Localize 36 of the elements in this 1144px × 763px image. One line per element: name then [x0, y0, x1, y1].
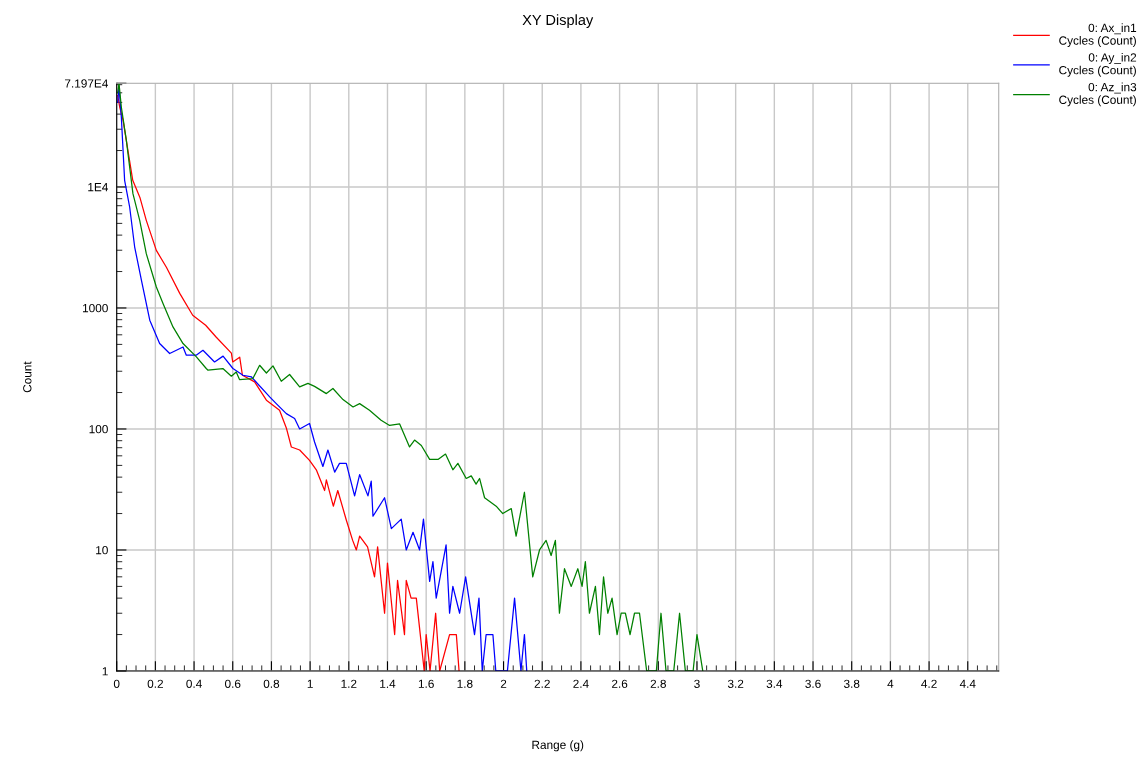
- x-tick-label: 1.2: [341, 679, 357, 688]
- y-tick-label: 7.197E4: [64, 79, 109, 88]
- x-tick-label: 4: [887, 679, 894, 688]
- x-tick-label: 4.4: [959, 679, 976, 688]
- y-tick-label: 1E4: [88, 183, 109, 192]
- x-tick-label: 2.8: [650, 679, 666, 688]
- x-tick-label: 1: [307, 679, 313, 688]
- x-tick-label: 0.6: [225, 679, 241, 688]
- text: 0: Az_in3 Cycles (Count): [1059, 82, 1137, 107]
- x-tick-label: 2.4: [573, 679, 589, 688]
- y-tick-label: 10: [96, 546, 108, 555]
- chart-title: XY Display: [522, 14, 594, 28]
- x-tick-label: 1.8: [457, 679, 473, 688]
- x-tick-label: 0.2: [147, 679, 163, 688]
- x-tick-label: 0: [113, 679, 120, 688]
- y-axis-title: Count: [23, 361, 32, 393]
- x-tick-label: 3.8: [843, 679, 860, 688]
- line-series: [117, 94, 460, 671]
- text: 0: Ay_in2 Cycles (Count): [1059, 52, 1137, 77]
- x-axis-title: Range (g): [532, 740, 584, 752]
- y-tick-label: 100: [89, 425, 108, 434]
- x-tick-label: 3: [694, 679, 700, 688]
- y-tick-label: 1000: [82, 304, 108, 313]
- x-tick-label: 3.2: [727, 679, 744, 688]
- x-tick-label: 4.2: [921, 679, 937, 688]
- x-tick-label: 2.6: [611, 679, 628, 688]
- x-tick-label: 1.4: [380, 679, 396, 688]
- text: 0: Ax_in1 Cycles (Count): [1059, 23, 1137, 48]
- x-tick-label: 0.4: [186, 679, 202, 688]
- y-tick-label: 1: [102, 667, 108, 676]
- x-tick-label: 0.8: [263, 679, 280, 688]
- x-tick-label: 2: [500, 679, 507, 688]
- x-tick-label: 3.4: [766, 679, 783, 688]
- x-tick-label: 1.6: [418, 679, 434, 688]
- x-tick-label: 3.6: [805, 679, 821, 688]
- x-tick-label: 2.2: [534, 679, 550, 688]
